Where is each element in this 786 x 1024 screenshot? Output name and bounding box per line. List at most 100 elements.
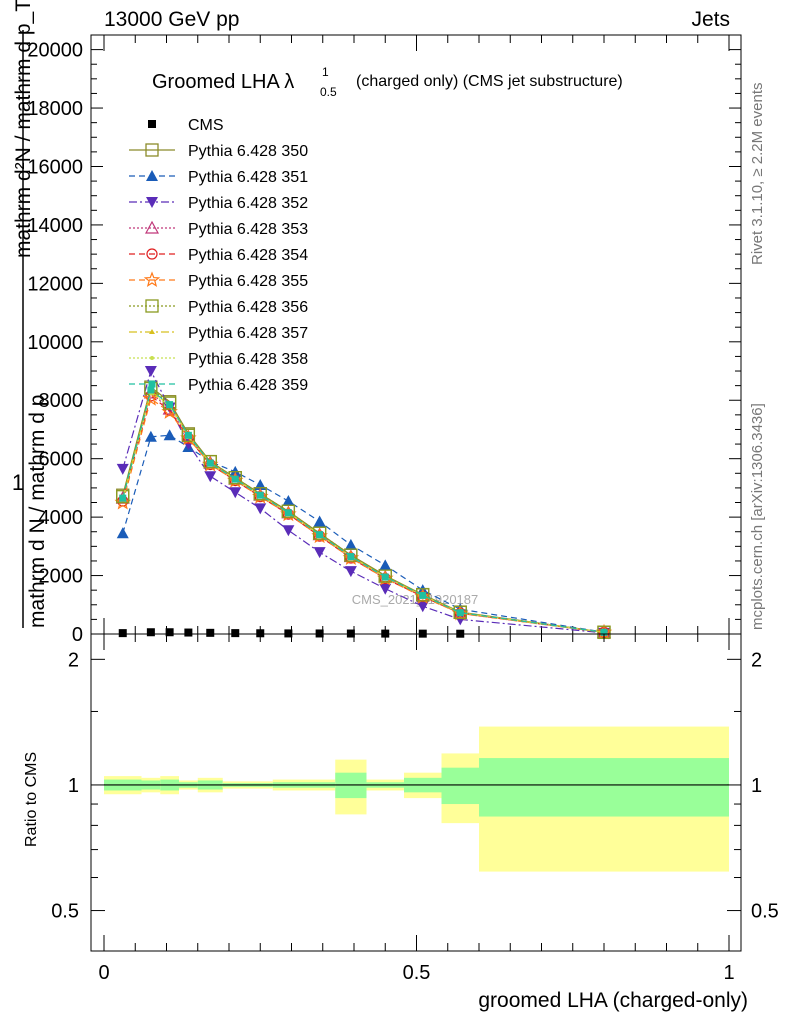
main-y-tick-label: 6000 [39, 449, 84, 471]
legend-label: Pythia 6.428 359 [188, 377, 308, 394]
ratio-x-axis: 0 0.5 1 [98, 634, 735, 984]
data-point [147, 386, 155, 394]
main-y-tick-label: 4000 [39, 507, 84, 529]
data-point [344, 566, 357, 578]
legend-marker [144, 220, 160, 234]
legend-marker [146, 170, 158, 181]
data-point [231, 629, 240, 638]
data-point [254, 503, 267, 515]
data-point [313, 547, 326, 559]
data-point [116, 463, 129, 475]
legend-marker [146, 197, 158, 208]
data-point [313, 515, 326, 527]
data-point [231, 475, 239, 483]
data-point [314, 530, 326, 542]
data-point [163, 429, 176, 441]
legend-marker [145, 143, 159, 157]
data-point [116, 527, 129, 539]
plot-title: Groomed LHA λ [152, 71, 294, 93]
data-point [282, 495, 295, 507]
ratio-bands [104, 726, 729, 872]
data-point [452, 604, 469, 621]
data-point [600, 628, 608, 636]
x-axis-label: groomed LHA (charged-only) [478, 989, 748, 1012]
data-point [184, 628, 193, 637]
main-x-axis [103, 35, 730, 634]
ratio-y-tick-label-right: 2 [751, 649, 762, 671]
legend-item: Pythia 6.428 355 [129, 271, 308, 290]
data-point [181, 428, 196, 442]
legend-label: Pythia 6.428 353 [188, 221, 308, 238]
legend-label: Pythia 6.428 352 [188, 195, 308, 212]
data-point [228, 471, 242, 485]
legend-item: Pythia 6.428 356 [129, 299, 308, 316]
data-point [114, 493, 131, 510]
main-y-tick-label: 12000 [27, 273, 83, 295]
data-point [116, 490, 130, 504]
main-y-tick-label: 20000 [27, 40, 83, 62]
data-point [166, 401, 174, 409]
data-point [416, 588, 430, 602]
main-y-tick-label: 18000 [27, 98, 83, 120]
data-point [419, 591, 427, 599]
legend-marker [148, 120, 156, 128]
plot-title-main: Groomed LHA λ [152, 71, 294, 93]
data-point [282, 525, 295, 537]
ratio-y-tick-label: 1 [68, 775, 79, 797]
y-axis-label-side: mathrm d²N / mathrm d p_T mathrm d lambd… [12, 0, 35, 258]
energy-label: 13000 GeV pp [104, 8, 240, 31]
data-point [315, 629, 324, 638]
data-point [281, 504, 296, 518]
data-point [416, 601, 429, 613]
data-point [146, 628, 155, 637]
data-point [144, 430, 157, 442]
legend-item: Pythia 6.428 352 [129, 195, 308, 212]
data-point [256, 629, 265, 638]
data-point [253, 487, 267, 501]
legend-label: Pythia 6.428 351 [188, 169, 308, 186]
plot-title-subscript: 0.5 [320, 85, 337, 99]
data-point [344, 548, 358, 562]
ratio-x-tick-label: 0 [98, 962, 109, 984]
data-point [378, 569, 392, 583]
legend-label: Pythia 6.428 355 [188, 273, 308, 290]
data-point [284, 509, 292, 517]
plot-title-superscript: 1 [322, 65, 329, 79]
ratio-band-inner [441, 767, 479, 805]
ratio-y-tick-label-right: 1 [751, 775, 762, 797]
main-y-tick-label: 14000 [27, 215, 83, 237]
legend-marker [145, 299, 159, 313]
data-point [256, 491, 264, 499]
data-point [206, 628, 215, 637]
data-point [312, 526, 327, 540]
legend-marker [146, 248, 158, 260]
data-point [456, 609, 464, 617]
data-point [206, 459, 214, 467]
ratio-y-tick-label: 2 [68, 649, 79, 671]
ratio-y-tick-label: 0.5 [51, 901, 79, 923]
main-y-tick-label: 10000 [27, 332, 83, 354]
data-point [162, 396, 177, 410]
y-axis-label-denominator: mathrm d N / mathrm d p [26, 395, 49, 628]
legend-marker [150, 356, 154, 360]
data-point [379, 583, 392, 595]
legend-item: CMS [148, 117, 224, 134]
data-point [204, 471, 217, 483]
legend-item: Pythia 6.428 357 [129, 325, 308, 342]
legend: CMS Pythia 6.428 350 Pythia 6.428 351 Pythi… [129, 117, 308, 394]
data-point [316, 531, 324, 539]
data-point [203, 454, 217, 469]
legend-label: Pythia 6.428 358 [188, 351, 308, 368]
legend-label: Pythia 6.428 357 [188, 325, 308, 342]
data-point [381, 573, 389, 581]
data-point [229, 474, 241, 487]
category-label: Jets [691, 8, 730, 31]
legend-marker [148, 380, 156, 388]
data-point [377, 569, 394, 586]
main-y-tick-label: 8000 [39, 390, 84, 412]
rivet-version-label: Rivet 3.1.10, ≥ 2.2M events [749, 83, 766, 266]
legend-item: Pythia 6.428 350 [129, 143, 308, 160]
legend-marker [143, 271, 161, 288]
data-point [414, 588, 431, 604]
